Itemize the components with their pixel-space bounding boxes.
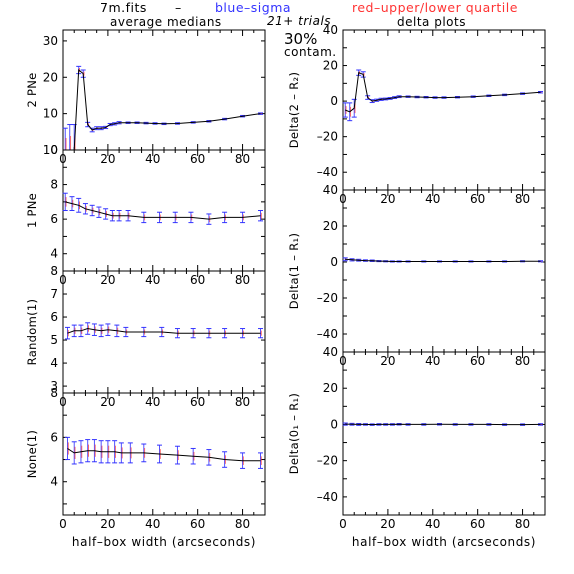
x-tick-label: 20	[100, 395, 115, 409]
y-axis-label: 2 PNe	[25, 72, 39, 107]
y-tick-label: 0	[330, 94, 338, 108]
y-tick-label: 6	[50, 430, 58, 444]
y-tick-label: –20	[317, 454, 338, 468]
y-tick-label: 30	[43, 34, 58, 48]
panel-4: 0 20 40 60 80 4 6 8 None(1) half–box width (arcse…	[25, 386, 266, 549]
contam-label: contam.	[284, 45, 337, 59]
left-column-title: average medians	[110, 15, 222, 29]
y-axis-label: Delta(0₁ – R₁)	[287, 393, 301, 474]
legend-red-quartile: red–upper/lower quartile	[352, 0, 518, 15]
y-tick-label: 4	[50, 356, 58, 370]
y-tick-label: 0	[330, 255, 338, 269]
plot-frame	[342, 351, 546, 516]
x-tick-label: 40	[145, 152, 160, 166]
y-axis-label: Delta(2 – R₂)	[287, 72, 301, 149]
x-tick-label: 60	[190, 517, 205, 531]
x-tick-label: 20	[100, 152, 115, 166]
x-tick-label: 20	[380, 517, 395, 531]
y-tick-label: –40	[317, 165, 338, 179]
plot-frame	[342, 29, 546, 191]
y-tick-label: 20	[43, 70, 58, 84]
y-tick-label: –40	[317, 327, 338, 341]
x-tick-label: 60	[470, 517, 485, 531]
median-line	[67, 327, 261, 334]
x-tick-label: 80	[235, 517, 250, 531]
x-tick-label: 80	[235, 273, 250, 287]
median-line	[65, 69, 261, 151]
y-axis-label: None(1)	[25, 430, 39, 478]
panel-7: 0 20 40 60 80 –40 –20 0 20 40 Delta(0₁ – R₁) half–b…	[287, 345, 546, 549]
x-tick-label: 80	[515, 192, 530, 206]
y-tick-label: 7	[50, 287, 58, 301]
x-tick-label: 0	[59, 517, 67, 531]
y-tick-label: –20	[317, 291, 338, 305]
y-tick-label: 3	[50, 379, 58, 393]
x-tick-label: 20	[100, 273, 115, 287]
y-tick-label: 20	[323, 381, 338, 395]
x-tick-label: 20	[380, 192, 395, 206]
x-tick-label: 60	[470, 192, 485, 206]
y-tick-label: 8	[50, 264, 58, 278]
y-axis-label: Random(1)	[25, 299, 39, 366]
y-axis-label: Delta(1 – R₁)	[287, 233, 301, 310]
x-tick-label: 40	[145, 517, 160, 531]
median-line	[65, 201, 261, 220]
plot-frame	[342, 189, 546, 353]
x-tick-label: 0	[339, 517, 347, 531]
y-tick-label: 5	[50, 333, 58, 347]
x-tick-label: 40	[425, 192, 440, 206]
x-tick-label: 60	[190, 395, 205, 409]
x-tick-label: 80	[235, 152, 250, 166]
x-tick-label: 40	[425, 354, 440, 368]
y-tick-label: 40	[323, 23, 338, 37]
x-tick-label: 20	[380, 354, 395, 368]
right-column-title: delta plots	[397, 15, 466, 29]
y-tick-label: 10	[43, 107, 58, 121]
x-tick-label: 80	[515, 517, 530, 531]
x-tick-label: 80	[515, 354, 530, 368]
x-tick-label: 60	[190, 152, 205, 166]
x-tick-label: 40	[425, 517, 440, 531]
x-tick-label: 60	[470, 354, 485, 368]
y-tick-label: 6	[50, 212, 58, 226]
y-tick-label: 4	[50, 475, 58, 489]
y-tick-label: 8	[50, 178, 58, 192]
y-tick-label: –20	[317, 130, 338, 144]
y-tick-label: 8	[50, 386, 58, 400]
file-name: 7m.fits	[100, 0, 147, 15]
y-tick-label: –40	[317, 490, 338, 504]
median-line	[345, 72, 541, 113]
y-tick-label: 10	[43, 143, 58, 157]
y-axis-label: 1 PNe	[25, 193, 39, 228]
y-tick-label: 40	[323, 183, 338, 197]
x-tick-label: 60	[190, 273, 205, 287]
x-tick-label: 20	[100, 517, 115, 531]
legend-blue-sigma: blue–sigma	[215, 0, 291, 15]
y-tick-label: 20	[323, 219, 338, 233]
x-tick-label: 40	[145, 395, 160, 409]
x-tick-label: 40	[145, 273, 160, 287]
trials-label: 21+ trials	[267, 14, 331, 28]
y-tick-label: 20	[323, 59, 338, 73]
panel-2: 0 20 40 60 80 4 6 8 10 1 PNe	[25, 143, 266, 287]
x-tick-label: 80	[235, 395, 250, 409]
y-tick-label: 6	[50, 310, 58, 324]
title-dash: –	[175, 0, 182, 15]
median-line	[345, 258, 541, 262]
y-tick-label: 0	[50, 143, 58, 157]
y-tick-label: 0	[330, 417, 338, 431]
median-line	[67, 448, 261, 462]
median-line	[345, 423, 541, 426]
x-axis-label: half–box width (arcseconds)	[352, 535, 536, 549]
y-tick-label: 40	[323, 345, 338, 359]
contam-percent: 30%	[284, 30, 317, 48]
y-tick-label: 4	[50, 247, 58, 261]
x-axis-label: half–box width (arcseconds)	[72, 535, 256, 549]
